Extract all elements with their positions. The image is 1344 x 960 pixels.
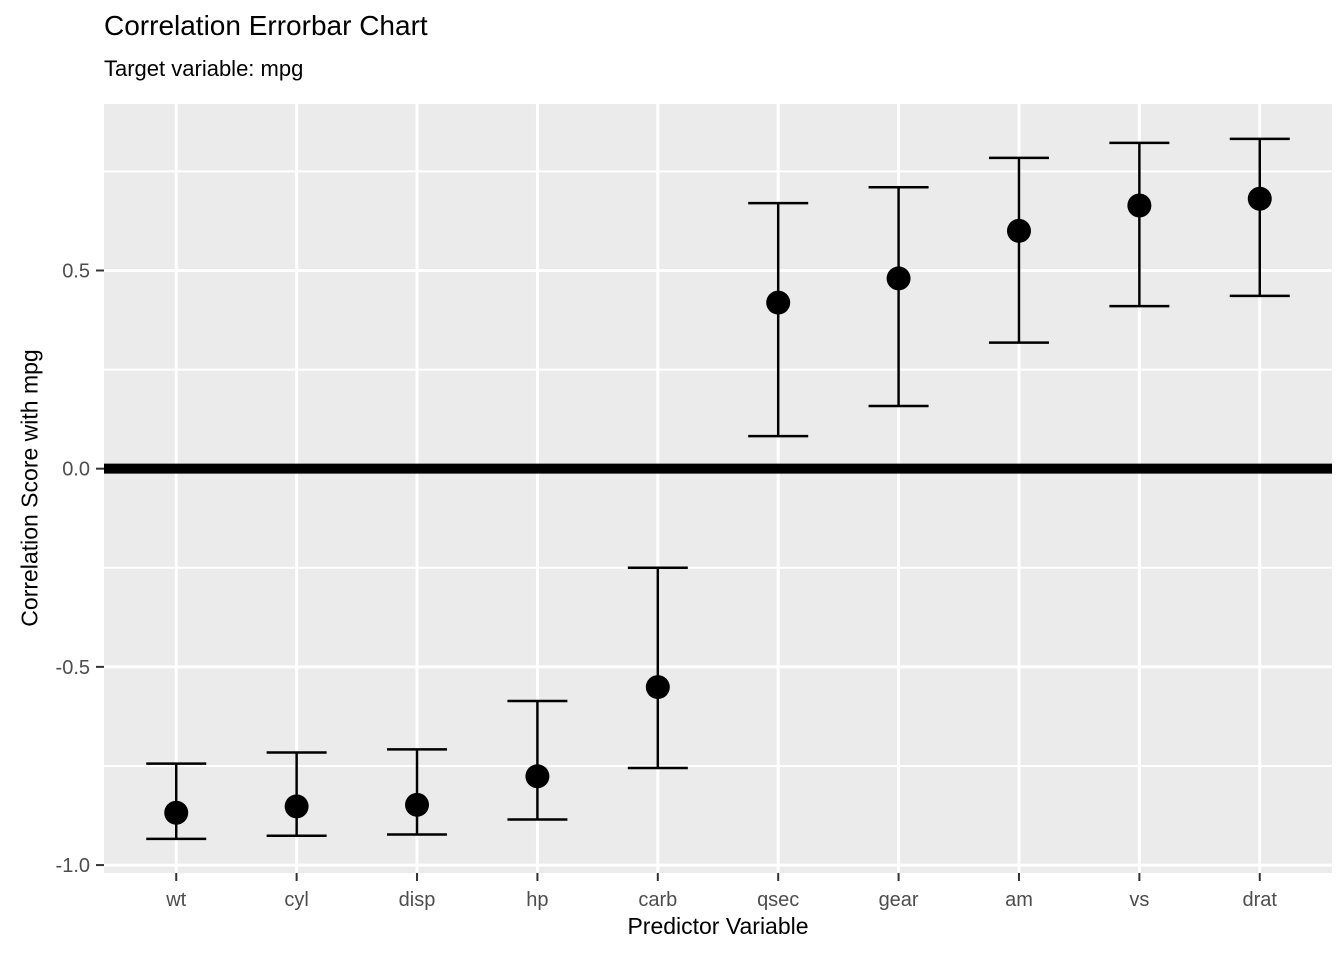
point-hp [525, 764, 550, 789]
x-tick-label-vs: vs [1129, 889, 1149, 911]
x-tick-label-carb: carb [638, 889, 677, 911]
x-tick-label-drat: drat [1243, 889, 1278, 911]
y-tick-label: -0.5 [56, 657, 90, 679]
point-disp [405, 792, 430, 817]
y-tick-label: -1.0 [56, 855, 90, 877]
x-tick-label-wt: wt [165, 889, 186, 911]
point-am [1006, 218, 1031, 243]
point-gear [886, 266, 911, 291]
point-vs [1127, 193, 1152, 218]
x-axis-title: Predictor Variable [627, 913, 809, 939]
x-tick-label-qsec: qsec [757, 889, 799, 911]
x-tick-label-gear: gear [879, 889, 919, 911]
point-wt [164, 800, 189, 825]
panel-background [104, 104, 1332, 873]
x-tick-label-cyl: cyl [284, 889, 308, 911]
chart-title: Correlation Errorbar Chart [104, 10, 428, 41]
x-tick-label-am: am [1005, 889, 1033, 911]
x-tick-label-hp: hp [526, 889, 548, 911]
y-tick-label: 0.0 [62, 459, 90, 481]
chart-subtitle: Target variable: mpg [104, 56, 304, 81]
point-drat [1247, 186, 1272, 211]
x-tick-label-disp: disp [399, 889, 436, 911]
y-axis-title: Correlation Score with mpg [16, 349, 43, 627]
point-qsec [766, 290, 791, 315]
point-cyl [284, 794, 309, 819]
y-tick-label: 0.5 [62, 260, 90, 282]
point-carb [645, 675, 670, 700]
